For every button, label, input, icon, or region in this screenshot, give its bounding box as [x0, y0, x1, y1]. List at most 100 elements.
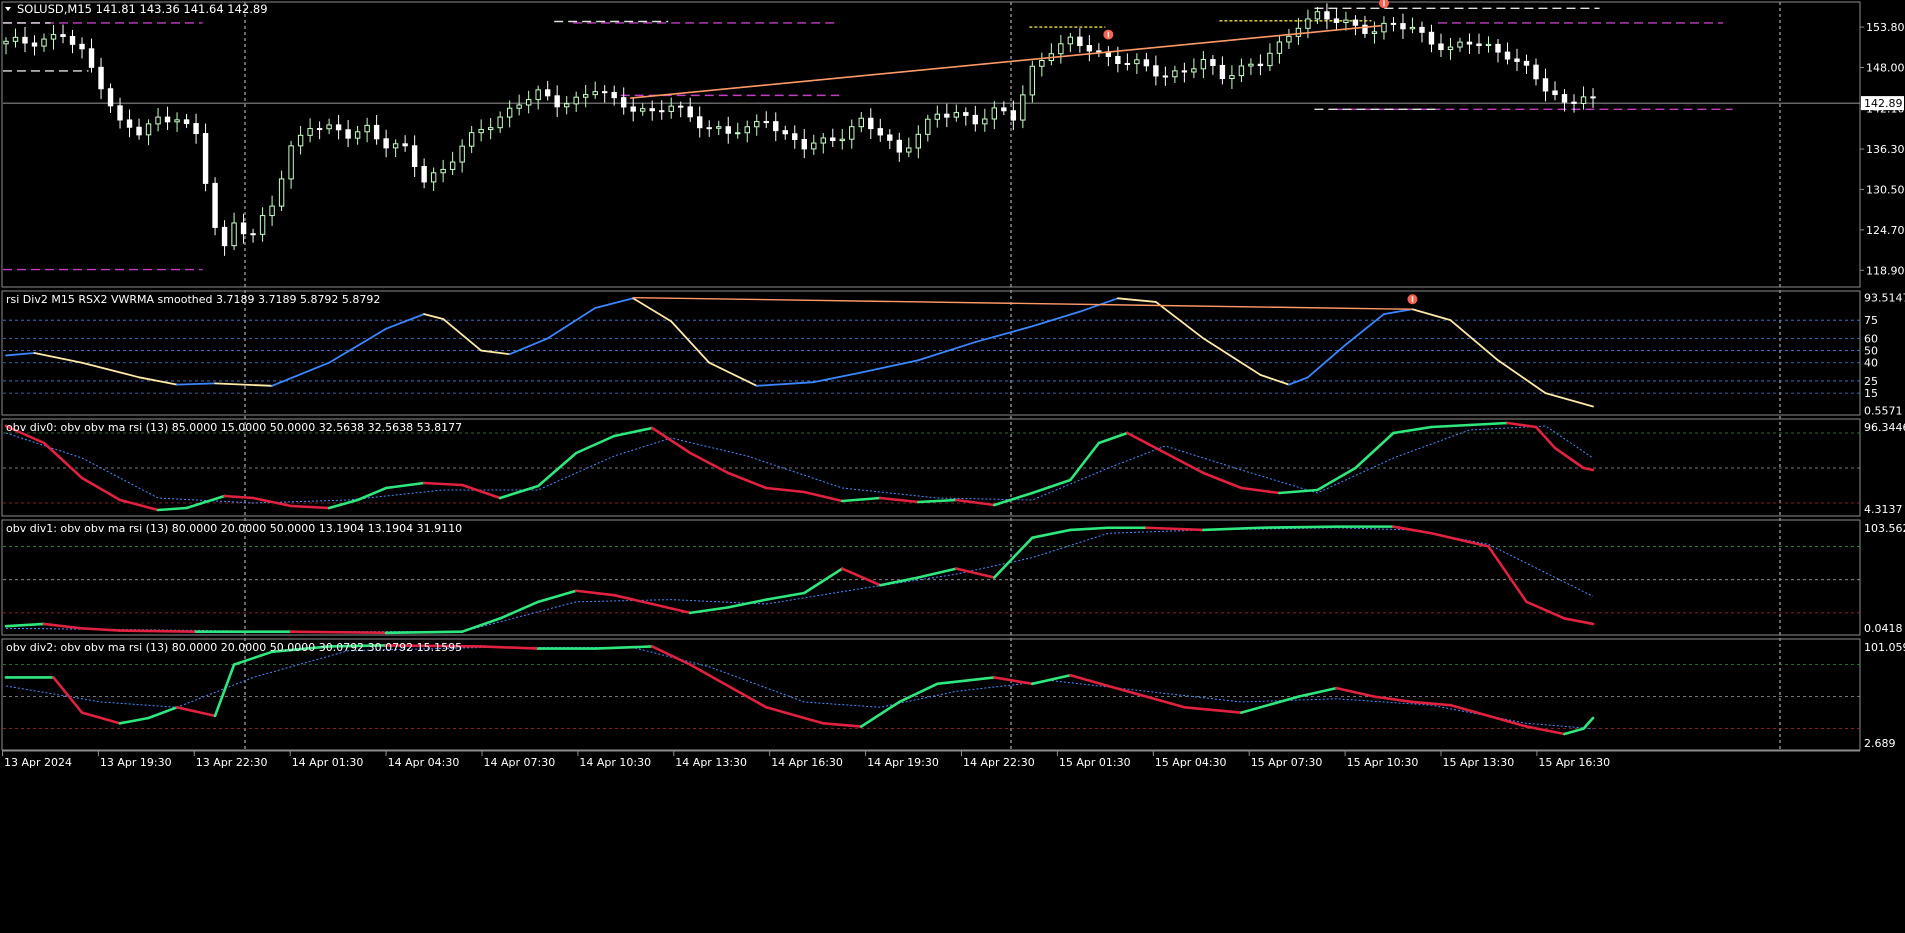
indicator-main-segment	[1154, 301, 1205, 340]
candle-body	[1124, 63, 1131, 66]
indicator-main-segment	[688, 663, 730, 688]
time-axis-label: 15 Apr 07:30	[1251, 756, 1323, 769]
candle-body	[183, 119, 190, 125]
price-pane: 153.80148.00142.10136.30130.50124.70118.…	[3, 0, 1905, 277]
candle-body	[22, 36, 28, 44]
time-axis-label: 15 Apr 10:30	[1347, 756, 1419, 769]
indicator-main-segment	[1534, 425, 1557, 450]
indicator-main-segment	[574, 434, 616, 455]
candle-body	[1447, 46, 1454, 51]
candle-body	[430, 172, 437, 183]
indicator-main-segment	[755, 381, 815, 387]
indicator-main-segment	[80, 627, 122, 632]
candle-body	[1134, 59, 1140, 65]
indicator-main-segment	[52, 676, 84, 714]
price-axis-label: 130.50	[1866, 183, 1905, 196]
candle-body	[554, 95, 560, 108]
candle-body	[107, 88, 114, 107]
indicator-main-segment	[1288, 376, 1309, 386]
indicator-main-segment	[878, 496, 920, 504]
indicator-main-segment	[612, 426, 654, 438]
indicator-main-segment	[1430, 423, 1471, 429]
candle-body	[297, 134, 304, 147]
indicator-main-segment	[1430, 531, 1490, 548]
indicator-main-segment	[650, 602, 692, 615]
indicator-main-segment	[897, 682, 939, 704]
indicator-main-segment	[1525, 600, 1566, 620]
candle-body	[621, 97, 627, 108]
pane-frame	[1, 290, 1861, 416]
indicator-main-segment	[764, 706, 825, 725]
candle-body	[1172, 70, 1178, 78]
candle-body	[1314, 11, 1321, 20]
candle-body	[592, 91, 598, 96]
dropdown-arrow-icon	[5, 7, 11, 11]
indicator-main-segment	[80, 711, 122, 725]
time-axis-label: 13 Apr 19:30	[100, 756, 172, 769]
candle-body	[1485, 43, 1492, 47]
candle-body	[79, 43, 85, 50]
indicator-main-segment	[1487, 545, 1528, 604]
candle-body	[411, 145, 418, 168]
indicator-main-segment	[42, 622, 84, 630]
indicator-pane-4: obv div2: obv obv ma rsi (13) 80.0000 20…	[3, 641, 1905, 750]
candle-body	[1020, 94, 1026, 121]
indicator-main-segment	[1069, 441, 1101, 482]
time-axis-label: 14 Apr 22:30	[963, 756, 1035, 769]
indicator-main-segment	[955, 567, 996, 579]
candle-body	[155, 116, 161, 125]
indicator-main-segment	[1097, 431, 1129, 445]
candle-body	[3, 40, 9, 45]
indicator-main-segment	[1392, 425, 1433, 435]
indicator-main-segment	[4, 424, 46, 445]
candle-body	[12, 36, 19, 42]
indicator-ma-line	[5, 425, 1594, 504]
indicator-main-segment	[917, 567, 958, 579]
indicator-main-segment	[80, 476, 122, 502]
candle-body	[288, 145, 294, 180]
candle-body	[1143, 59, 1150, 67]
indicator-main-segment	[1069, 526, 1110, 532]
candle-body	[754, 121, 760, 128]
indicator-main-segment	[1031, 310, 1081, 328]
candle-body	[525, 99, 532, 106]
indicator-main-segment	[1506, 421, 1538, 429]
candle-body	[449, 161, 456, 170]
candle-body	[1096, 50, 1102, 53]
indicator-axis-label: 15	[1864, 387, 1878, 400]
indicator-main-segment	[812, 371, 863, 384]
candle-body	[1400, 23, 1406, 30]
indicator-main-segment	[993, 491, 1034, 507]
indicator-main-segment	[1449, 319, 1499, 362]
indicator-main-segment	[536, 451, 578, 488]
indicator-main-segment	[1202, 337, 1262, 376]
candle-body	[1115, 55, 1121, 65]
indicator-main-segment	[1411, 308, 1452, 322]
candle-body	[744, 126, 750, 134]
indicator-axis-label: 93.5147	[1864, 292, 1905, 305]
candle-body	[1238, 65, 1245, 77]
time-axis-label: 14 Apr 04:30	[388, 756, 460, 769]
candle-body	[1504, 51, 1511, 60]
indicator-main-segment	[859, 700, 901, 728]
candle-body	[1371, 31, 1378, 34]
indicator-main-segment	[1563, 727, 1585, 736]
candle-body	[611, 92, 617, 99]
time-axis-label: 15 Apr 13:30	[1443, 756, 1515, 769]
candle-body	[1086, 45, 1093, 52]
indicator-main-segment	[498, 484, 540, 500]
candle-body	[1010, 110, 1017, 121]
indicator-axis-label: 96.3446	[1864, 421, 1905, 434]
indicator-main-segment	[670, 320, 711, 364]
candle-body	[649, 108, 655, 112]
indicator-main-segment	[479, 645, 540, 650]
candle-body	[1542, 78, 1549, 92]
indicator-main-segment	[688, 451, 730, 475]
indicator-main-segment	[442, 318, 483, 352]
candle-body	[1153, 65, 1159, 77]
indicator-main-segment	[1031, 478, 1072, 495]
time-axis-label: 14 Apr 16:30	[771, 756, 843, 769]
indicator-main-segment	[688, 606, 730, 615]
candle-body	[668, 105, 674, 112]
